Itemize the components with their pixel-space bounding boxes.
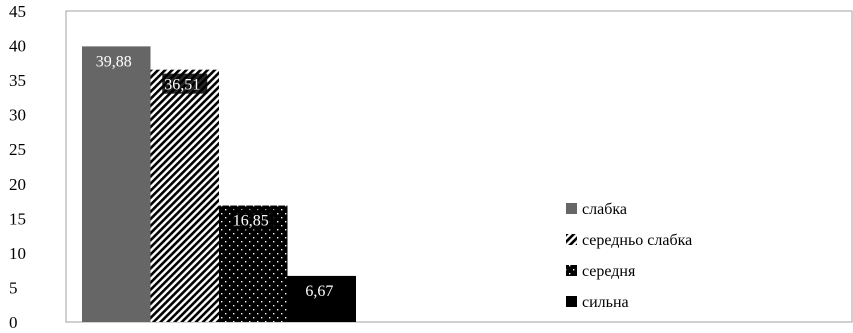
legend-swatch xyxy=(566,265,577,276)
legend-swatch xyxy=(566,234,577,245)
data-label: 6,67 xyxy=(305,283,333,300)
legend-swatch xyxy=(566,203,577,214)
bar-1 xyxy=(82,46,151,322)
y-tick-label: 40 xyxy=(9,37,26,56)
y-tick-label: 45 xyxy=(9,2,26,21)
data-label-bg xyxy=(230,209,276,230)
y-tick-label: 25 xyxy=(9,140,26,159)
plot-area xyxy=(65,10,853,323)
legend-label: середня xyxy=(582,263,636,280)
legend-label: сильна xyxy=(582,294,629,311)
data-label-bg xyxy=(303,279,341,300)
data-label-bg xyxy=(162,73,208,94)
data-label: 16,85 xyxy=(233,213,269,230)
data-label: 39,88 xyxy=(96,53,132,70)
legend-label: слабка xyxy=(582,201,627,218)
legend-label: середньо слабка xyxy=(582,232,692,249)
y-tick-label: 30 xyxy=(9,106,26,125)
y-tick-label: 0 xyxy=(9,313,18,332)
y-tick-label: 5 xyxy=(9,278,18,297)
y-tick-label: 35 xyxy=(9,71,26,90)
data-label: 36,51 xyxy=(164,77,200,94)
y-tick-label: 20 xyxy=(9,175,26,194)
bar-2 xyxy=(150,69,219,323)
legend-swatch xyxy=(566,296,577,307)
y-tick-label: 10 xyxy=(9,244,26,263)
y-tick-label: 15 xyxy=(9,209,26,228)
